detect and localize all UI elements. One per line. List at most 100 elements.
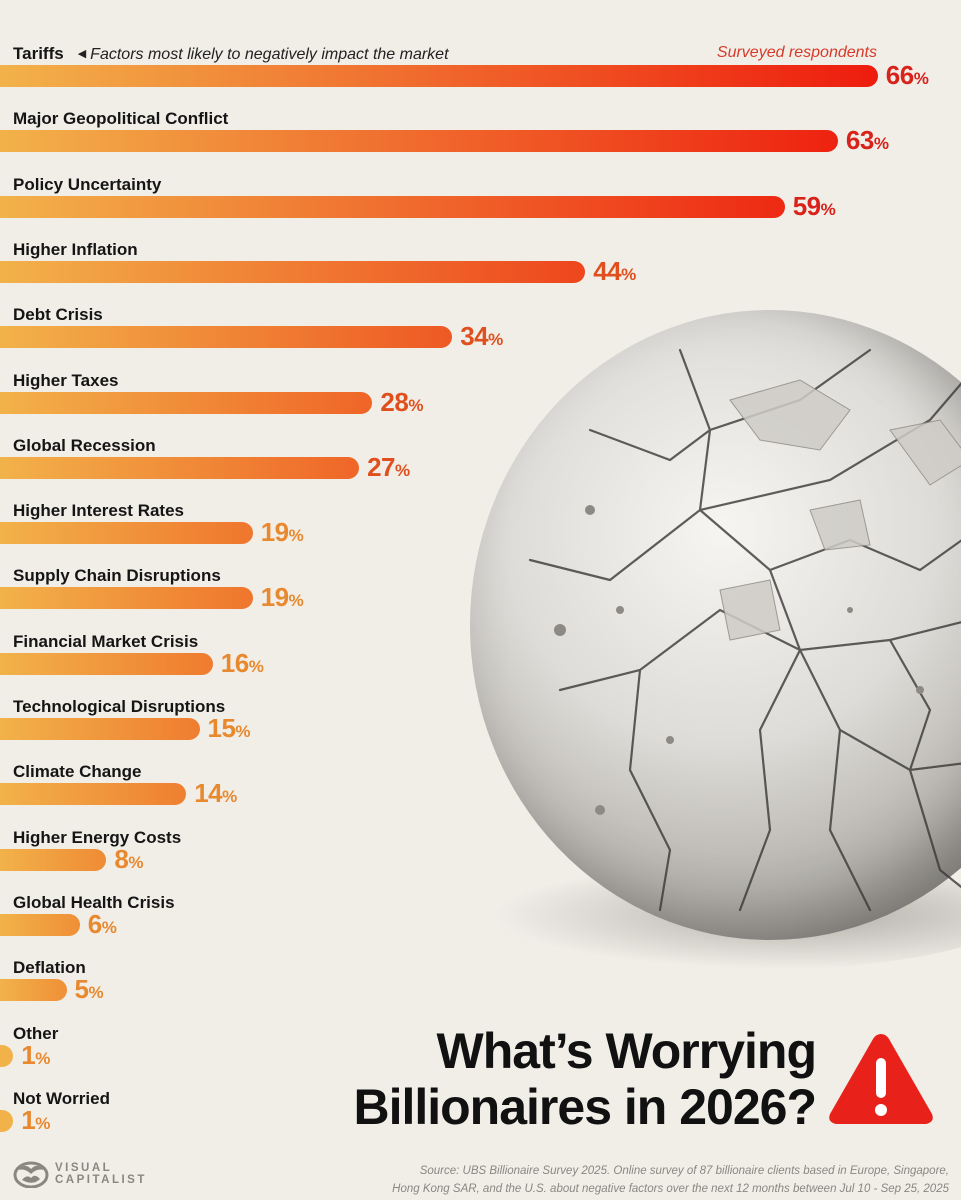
bar — [0, 260, 586, 283]
left-pointer-icon: ◀ — [77, 48, 87, 60]
bar-row: Higher Inflation 44% — [0, 240, 961, 305]
bar-row: Financial Market Crisis 16% — [0, 632, 961, 697]
bar — [0, 979, 67, 1002]
bar-row: Global Recession 27% — [0, 436, 961, 501]
bar-row: Major Geopolitical Conflict 63% — [0, 109, 961, 174]
bar-label: Financial Market Crisis — [13, 632, 198, 652]
value-label: 14% — [194, 778, 237, 809]
value-number: 1 — [21, 1039, 36, 1070]
value-number: 28 — [380, 386, 409, 417]
value-number: 34 — [460, 321, 489, 352]
value-number: 19 — [260, 582, 289, 613]
bar-row: Not Worried 1% — [0, 1089, 961, 1154]
category-name: Deflation — [13, 958, 86, 978]
percent-sign: % — [222, 787, 237, 807]
value-number: 59 — [792, 190, 821, 221]
value-number: 6 — [87, 908, 102, 939]
value-number: 15 — [207, 713, 236, 743]
value-number: 27 — [367, 451, 396, 482]
percent-sign: % — [35, 1048, 50, 1068]
percent-sign: % — [101, 917, 117, 937]
percent-sign: % — [235, 722, 251, 741]
value-label: 66% — [886, 60, 929, 91]
bar — [0, 1044, 14, 1067]
category-name: Not Worried — [13, 1088, 110, 1108]
value-label: 1% — [21, 1105, 50, 1136]
bar-label: Technological Disruptions — [13, 697, 225, 717]
value-number: 63 — [845, 125, 874, 156]
value-label: 19% — [261, 517, 304, 548]
percent-sign: % — [621, 264, 636, 284]
category-name: Higher Taxes — [13, 370, 119, 390]
value-label: 27% — [367, 452, 410, 483]
bar-label: Supply Chain Disruptions — [13, 566, 221, 586]
bar-label: Global Health Crisis — [13, 893, 175, 913]
value-label: 28% — [380, 387, 423, 418]
bar — [0, 913, 80, 936]
percent-sign: % — [408, 395, 423, 415]
source-line-2: Hong Kong SAR, and the U.S. about negati… — [392, 1183, 949, 1195]
bar-label: Not Worried — [13, 1089, 110, 1109]
bar — [0, 783, 187, 806]
subtitle-note-text: Factors most likely to negatively impact… — [90, 46, 449, 63]
category-name: Global Recession — [13, 435, 156, 455]
value-number: 1 — [21, 1104, 36, 1135]
category-name: Supply Chain Disruptions — [13, 566, 221, 586]
series-label: Surveyed respondents — [716, 44, 877, 61]
bar-row: Higher Taxes 28% — [0, 371, 961, 436]
percent-sign: % — [288, 526, 304, 546]
bar-label: Deflation — [13, 958, 86, 978]
bar-label: Higher Taxes — [13, 371, 119, 391]
logo-mark-icon — [13, 1161, 49, 1188]
bar-row: Tariffs ◀ Factors most likely to negativel… — [0, 44, 961, 109]
bar-label: Higher Interest Rates — [13, 501, 184, 521]
bar-row: Policy Uncertainty 59% — [0, 175, 961, 240]
title-line-1: What’s Worrying — [436, 1023, 817, 1079]
value-label: 59% — [793, 191, 836, 222]
bar-row: Debt Crisis 34% — [0, 305, 961, 370]
category-name: Other — [13, 1023, 59, 1043]
bar-row: Climate Change 14% — [0, 762, 961, 827]
bar — [0, 456, 360, 479]
bar — [0, 652, 213, 675]
percent-sign: % — [35, 1113, 50, 1133]
bar-row: Higher Interest Rates 19% — [0, 501, 961, 566]
value-label: 1% — [21, 1040, 50, 1071]
bar — [0, 587, 253, 610]
bar — [0, 848, 107, 871]
percent-sign: % — [820, 199, 836, 219]
percent-sign: % — [873, 134, 889, 154]
value-number: 66 — [885, 60, 914, 90]
bar-row: Supply Chain Disruptions 19% — [0, 566, 961, 631]
percent-sign: % — [488, 330, 503, 350]
bar-label: Higher Energy Costs — [13, 828, 181, 848]
value-label: 15% — [208, 713, 251, 744]
bar — [0, 130, 838, 153]
subtitle-note: ◀ Factors most likely to negatively impac… — [78, 46, 449, 63]
source-note: Source: UBS Billionaire Survey 2025. Onl… — [392, 1162, 949, 1198]
bar — [0, 391, 373, 414]
value-number: 16 — [220, 647, 249, 678]
bar-label: Tariffs ◀ Factors most likely to negativel… — [13, 44, 449, 64]
category-name: Financial Market Crisis — [13, 631, 199, 651]
category-name: Policy Uncertainty — [13, 174, 162, 194]
percent-sign: % — [88, 983, 104, 1003]
visual-capitalist-logo: VISUAL CAPITALIST — [13, 1160, 147, 1188]
bar-label: Higher Inflation — [13, 240, 138, 260]
category-name: Climate Change — [13, 762, 142, 782]
category-name: Higher Interest Rates — [13, 501, 184, 521]
bar — [0, 522, 253, 545]
category-name: Tariffs — [13, 44, 64, 63]
value-label: 8% — [114, 844, 143, 875]
value-label: 44% — [593, 256, 636, 287]
bar-label: Global Recession — [13, 436, 156, 456]
value-number: 44 — [593, 255, 622, 286]
category-name: Debt Crisis — [13, 305, 103, 325]
value-label: 34% — [460, 321, 503, 352]
value-label: 63% — [846, 125, 889, 156]
bar-label: Other — [13, 1024, 58, 1044]
bar-row: Global Health Crisis 6% — [0, 893, 961, 958]
value-number: 14 — [194, 778, 223, 809]
bar-row: Higher Energy Costs 8% — [0, 828, 961, 893]
value-number: 8 — [114, 843, 129, 874]
